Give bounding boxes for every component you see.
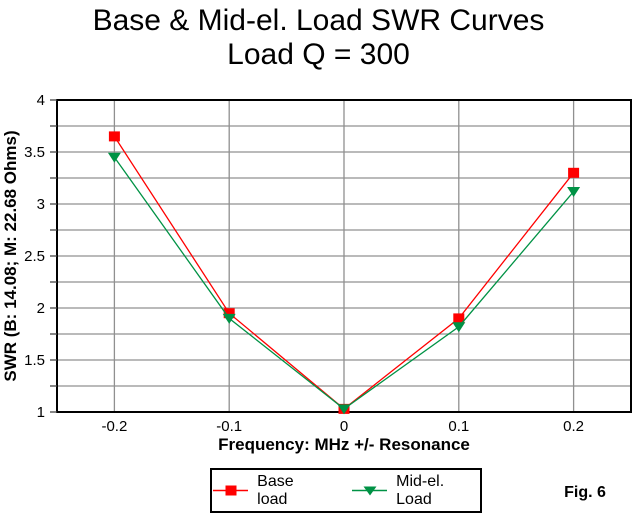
svg-text:3: 3 [37,196,45,213]
legend-item-base-load: Base load [212,473,325,509]
svg-text:0.2: 0.2 [563,418,584,435]
legend: Base load Mid-el. Load [210,468,482,513]
legend-label-mid-el-load: Mid-el. Load [396,472,445,508]
svg-text:1.5: 1.5 [24,352,45,369]
svg-text:SWR (B: 14.08; M: 22.68 Ohms): SWR (B: 14.08; M: 22.68 Ohms) [1,130,20,381]
base-load-marker-icon [213,485,249,496]
legend-item-mid-el-load: Mid-el. Load [351,473,480,509]
svg-text:1: 1 [37,404,45,421]
mid-el-load-marker-icon [351,486,388,496]
svg-text:4: 4 [37,92,45,109]
svg-text:2.5: 2.5 [24,248,45,265]
svg-text:0.1: 0.1 [448,418,469,435]
svg-text:-0.2: -0.2 [101,418,127,435]
figure-number: Fig. 6 [564,484,606,501]
svg-text:2: 2 [37,300,45,317]
svg-text:3.5: 3.5 [24,144,45,161]
svg-text:0: 0 [340,418,348,435]
chart-title: Base & Mid-el. Load SWR Curves [92,4,545,37]
svg-text:-0.1: -0.1 [216,418,242,435]
svg-text:Frequency: MHz +/- Resonance: Frequency: MHz +/- Resonance [218,435,470,454]
legend-label-base-load: Base load [257,472,294,508]
chart-subtitle: Load Q = 300 [227,38,410,71]
